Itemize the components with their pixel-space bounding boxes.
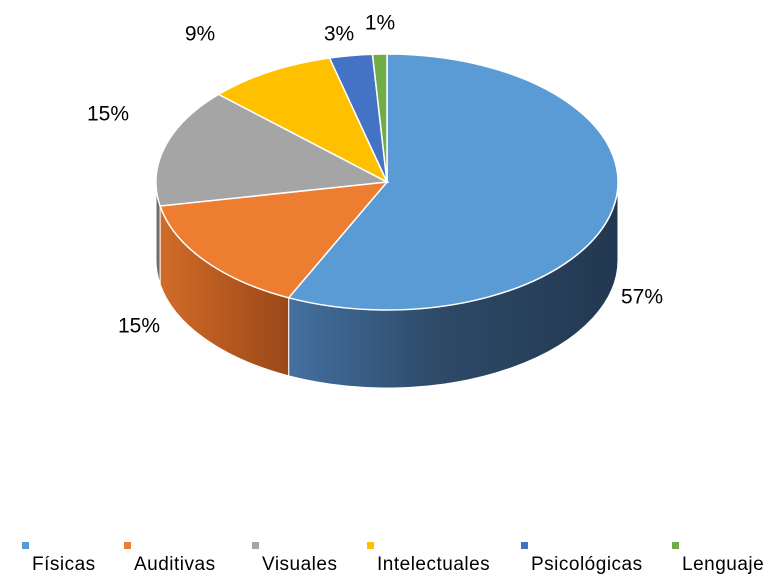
- pie-slice-visuales: [155, 93, 390, 207]
- data-label-intelectuales: 9%: [185, 23, 215, 46]
- legend-swatch: [252, 542, 259, 549]
- pie-slices: [155, 53, 619, 311]
- pie-slice-intelectuales: [217, 57, 389, 184]
- data-label-psicologicas: 3%: [324, 23, 354, 46]
- legend-label: Intelectuales: [377, 554, 491, 575]
- data-label-lenguaje: 1%: [365, 12, 395, 35]
- data-label-fisicas: 57%: [621, 286, 663, 309]
- pie-slice-auditivas: [159, 181, 389, 299]
- pie-slice-fisicas: [287, 53, 619, 311]
- legend-swatch: [124, 542, 131, 549]
- chart-legend: Físicas Auditivas Visuales Intelectuales Psi…: [0, 540, 782, 586]
- legend-label: Físicas: [32, 554, 96, 575]
- legend-swatch: [521, 542, 528, 549]
- data-label-auditivas: 15%: [118, 315, 160, 338]
- legend-swatch: [367, 542, 374, 549]
- pie-slice-lenguaje: [371, 53, 388, 183]
- legend-label: Visuales: [262, 554, 338, 575]
- legend-label: Auditivas: [134, 554, 216, 575]
- pie-data-labels: 57% 15% 15% 9% 3% 1%: [87, 12, 663, 338]
- data-label-visuales: 15%: [87, 103, 129, 126]
- legend-swatch: [22, 542, 29, 549]
- legend-label: Psicológicas: [531, 554, 643, 575]
- legend-swatch: [672, 542, 679, 549]
- legend-label: Lenguaje: [682, 554, 765, 575]
